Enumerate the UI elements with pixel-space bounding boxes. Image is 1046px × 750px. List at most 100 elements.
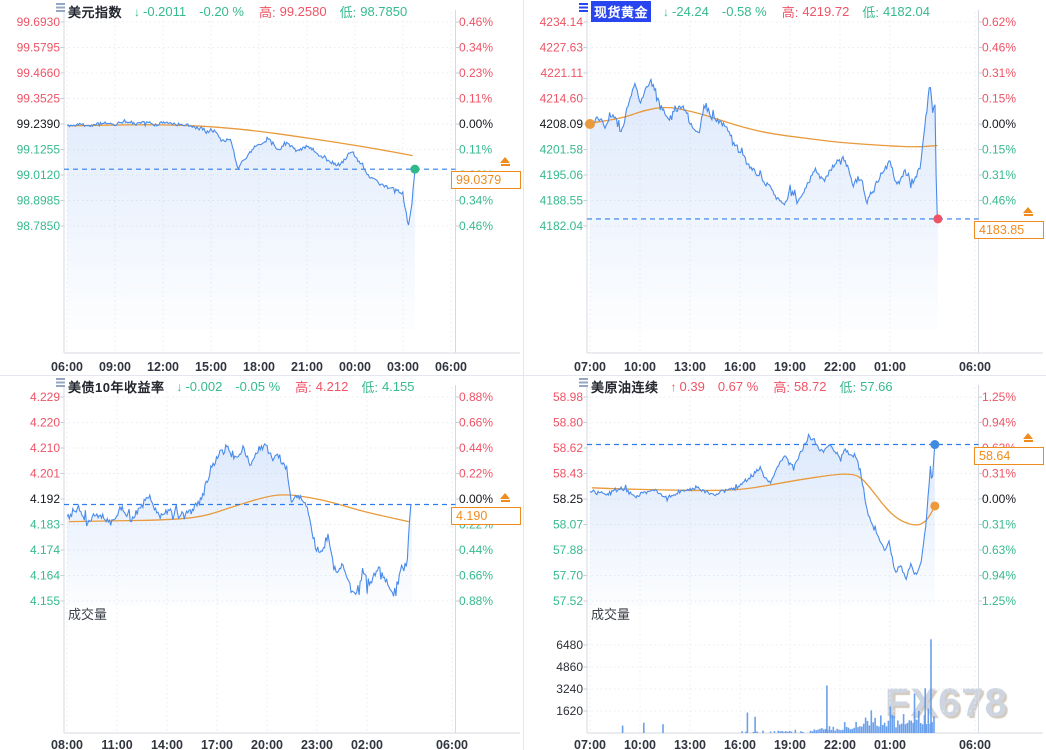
svg-text:0.66%: 0.66% (459, 569, 493, 583)
price-line (589, 77, 939, 220)
svg-text:0.63%: 0.63% (982, 543, 1016, 557)
svg-text:09:00: 09:00 (99, 360, 131, 374)
svg-text:4.164: 4.164 (30, 569, 60, 583)
svg-text:06:00: 06:00 (959, 738, 991, 750)
svg-text:4195.06: 4195.06 (540, 168, 584, 182)
svg-text:0.46%: 0.46% (982, 41, 1016, 55)
svg-text:23:00: 23:00 (301, 738, 333, 750)
svg-text:0.46%: 0.46% (459, 15, 493, 29)
svg-text:0.31%: 0.31% (982, 518, 1016, 532)
change-value: -0.002 (185, 379, 223, 394)
svg-text:4.183: 4.183 (30, 518, 60, 532)
svg-text:58.43: 58.43 (553, 467, 583, 481)
svg-text:0.34%: 0.34% (459, 194, 493, 208)
svg-text:16:00: 16:00 (724, 360, 756, 374)
last-price-value: 99.0379 (456, 173, 502, 188)
svg-text:21:00: 21:00 (291, 360, 323, 374)
svg-text:15:00: 15:00 (195, 360, 227, 374)
change-arrow-icon: ↑ (670, 379, 677, 394)
y-axis-labels: 4234.14 4227.63 4221.11 4214.60 4208.09 4201.… (540, 15, 1017, 233)
svg-text:4860: 4860 (556, 660, 583, 674)
last-price-tag: 58.64 (974, 446, 1044, 465)
axis-frame (586, 10, 1043, 354)
change-percent: -0.05 % (235, 379, 281, 394)
arrow-base-icon (500, 164, 510, 167)
svg-text:58.98: 58.98 (553, 390, 583, 404)
svg-text:0.00%: 0.00% (982, 117, 1016, 131)
svg-text:0.34%: 0.34% (459, 41, 493, 55)
svg-text:17:00: 17:00 (201, 738, 233, 750)
svg-text:1620: 1620 (556, 704, 583, 718)
svg-text:0.31%: 0.31% (982, 66, 1016, 80)
low-label: 低: (361, 380, 378, 395)
menu-icon[interactable] (56, 378, 65, 380)
svg-text:57.88: 57.88 (553, 543, 583, 557)
chart-canvas: 99.6930 99.5795 99.4660 99.3525 99.2390 99.12… (17, 10, 520, 374)
chart-header: 美债10年收益率 ↓ -0.002 -0.05 % 高: 4.212 低: 4.… (68, 378, 415, 395)
price-line (66, 118, 416, 226)
chart-title[interactable]: 美元指数 (68, 5, 123, 20)
svg-text:10:00: 10:00 (624, 360, 656, 374)
chart-title[interactable]: 美原油连续 (591, 380, 659, 395)
menu-icon[interactable] (56, 3, 65, 5)
svg-text:57.70: 57.70 (553, 569, 583, 583)
price-area-fill (590, 79, 938, 330)
x-axis-labels: 07:00 10:00 13:00 16:00 19:00 22:00 01:00 06:00 (574, 738, 991, 750)
price-chart[interactable]: 99.6930 99.5795 99.4660 99.3525 99.2390 99.12… (0, 0, 523, 375)
low-value: 4.155 (381, 379, 415, 394)
chart-panel: 美元指数 ↓ -0.2011 -0.20 % 高: 99.2580 低: 98.… (0, 0, 523, 375)
jump-to-latest-icon (499, 157, 511, 167)
y-axis-labels: 99.6930 99.5795 99.4660 99.3525 99.2390 99.12… (17, 15, 494, 233)
change-value: -24.24 (672, 4, 709, 19)
svg-text:01:00: 01:00 (874, 360, 906, 374)
x-axis-labels: 08:00 11:00 14:00 17:00 20:00 23:00 02:00 06:00 (51, 738, 468, 750)
svg-text:02:00: 02:00 (351, 738, 383, 750)
svg-text:08:00: 08:00 (51, 738, 83, 750)
last-price-dot (410, 164, 420, 174)
chart-canvas: 58.98 58.80 58.62 58.43 58.25 58.07 57.88 57.70… (553, 385, 1043, 750)
ma-end-dot (930, 501, 940, 511)
chart-title[interactable]: 美债10年收益率 (68, 380, 165, 395)
last-price-value: 58.64 (979, 448, 1011, 463)
price-chart[interactable]: 4234.14 4227.63 4221.11 4214.60 4208.09 4201.… (523, 0, 1046, 375)
jump-to-latest-icon (1022, 432, 1034, 443)
svg-text:98.7850: 98.7850 (17, 219, 61, 233)
price-chart[interactable]: 58.98 58.80 58.62 58.43 58.25 58.07 57.88 57.70… (523, 375, 1046, 750)
svg-text:58.07: 58.07 (553, 518, 583, 532)
up-triangle-icon (1023, 432, 1033, 439)
svg-text:98.8985: 98.8985 (17, 194, 61, 208)
menu-icon[interactable] (579, 3, 588, 5)
arrow-base-icon (1023, 213, 1033, 216)
svg-text:58.25: 58.25 (553, 492, 583, 506)
svg-text:57.52: 57.52 (553, 594, 583, 608)
chart-title[interactable]: 现货黄金 (591, 1, 652, 22)
price-chart[interactable]: 4.229 4.220 4.210 4.201 4.192 4.183 4.174 4.164… (0, 375, 523, 750)
svg-text:06:00: 06:00 (959, 360, 991, 374)
arrow-base-icon (1023, 439, 1033, 442)
svg-text:0.22%: 0.22% (459, 467, 493, 481)
svg-text:4.229: 4.229 (30, 390, 60, 404)
menu-icon[interactable] (579, 378, 588, 380)
svg-text:20:00: 20:00 (251, 738, 283, 750)
svg-text:4227.63: 4227.63 (540, 41, 584, 55)
svg-text:4.174: 4.174 (30, 543, 60, 557)
high-label: 高: (295, 380, 312, 395)
grid-lines (583, 387, 982, 733)
svg-text:99.2390: 99.2390 (17, 117, 61, 131)
chart-header: 现货黄金 ↓ -24.24 -0.58 % 高: 4219.72 低: 4182… (591, 1, 930, 22)
svg-text:16:00: 16:00 (724, 738, 756, 750)
svg-text:0.46%: 0.46% (982, 194, 1016, 208)
svg-text:4.220: 4.220 (30, 416, 60, 430)
svg-text:4188.55: 4188.55 (540, 194, 584, 208)
last-price-dot (933, 214, 943, 224)
svg-text:19:00: 19:00 (774, 738, 806, 750)
change-percent: -0.58 % (721, 4, 767, 19)
svg-text:06:00: 06:00 (435, 360, 467, 374)
jump-to-latest-icon (1022, 206, 1034, 217)
svg-text:4214.60: 4214.60 (540, 92, 584, 106)
high-value: 4.212 (315, 379, 349, 394)
svg-text:03:00: 03:00 (387, 360, 419, 374)
svg-text:0.94%: 0.94% (982, 569, 1016, 583)
svg-text:22:00: 22:00 (824, 738, 856, 750)
svg-text:06:00: 06:00 (436, 738, 468, 750)
